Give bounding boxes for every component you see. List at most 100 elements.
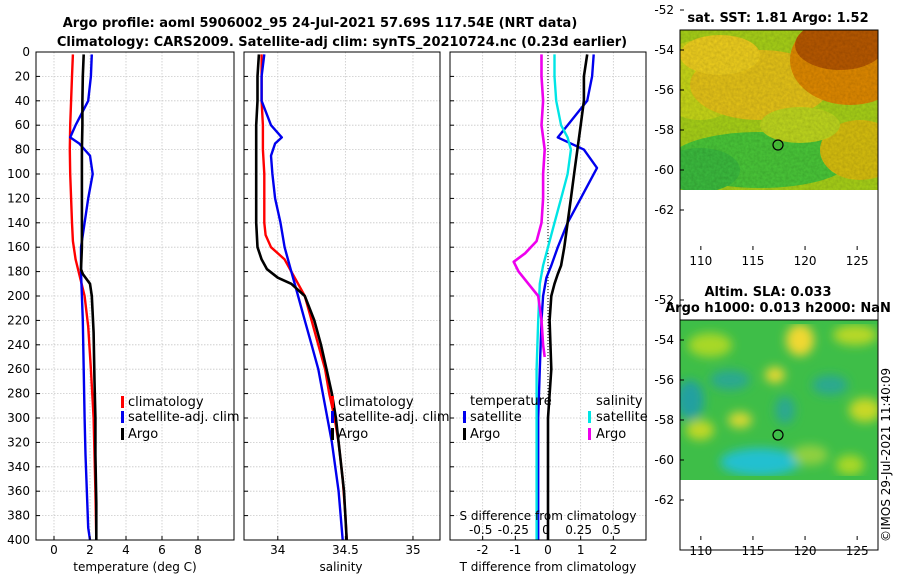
map-y-tick-label: -54 [654,43,674,57]
legend-marker-argo [331,428,334,440]
difference-panel: -2 -1 0 1 2 -0.5 -0.25 0 0.25 0.5 S difference fr… [449,51,648,574]
sst-ticks: 110 115 120 125 -52 -54 -56 -58 -60 -62 [654,3,868,268]
legend-label-sal-satellite: satellite [596,410,648,425]
map-y-tick-label: -52 [654,3,674,17]
sla-blob [786,324,814,356]
series-line-temperature-satellite [537,54,599,540]
map-y-tick-label: -60 [654,163,674,177]
map-x-tick-label: 110 [689,544,712,558]
map-y-tick-label: -58 [654,123,674,137]
legend-label-temp-argo: Argo [470,427,500,442]
title-line-2: Climatology: CARS2009. Satellite-adj cli… [57,35,627,50]
x-tick-label: 2 [86,543,94,557]
y-tick-label: 160 [7,240,30,254]
title-line-1: Argo profile: aoml 5906002_95 24-Jul-202… [63,16,578,31]
legend-label-argo: Argo [128,427,158,442]
map-x-tick-label: 110 [689,254,712,268]
series-line-salinity-argo [512,54,547,358]
y-tick-label: 40 [15,94,30,108]
imos-credit: ©IMOS 29-Jul-2021 11:40:09 [879,368,893,542]
difference-ticks: -2 -1 0 1 2 -0.5 -0.25 0 0.25 0.5 [450,51,621,557]
sla-blob [775,396,795,424]
legend-label-sal-argo: Argo [596,427,626,442]
sla-map-subtitle: Argo h1000: 0.013 h2000: NaN [665,301,891,316]
temperature-grid [36,52,234,540]
y-tick-label: 300 [7,411,30,425]
map-y-tick-label: -62 [654,493,674,507]
y-tick-label: 380 [7,509,30,523]
sst-blob [680,148,740,190]
s-difference-xlabel: S difference from climatology [460,509,637,523]
y-tick-label: 140 [7,216,30,230]
legend-marker-climatology [121,396,124,408]
x2-tick-label: 0 [542,523,550,537]
map-x-tick-label: 115 [741,544,764,558]
x-tick-label: -2 [477,543,489,557]
sst-heatmap [680,30,878,190]
sla-blob [833,325,877,345]
legend-marker-temp-argo [463,428,466,440]
y-tick-label: 260 [7,362,30,376]
sla-axes-box [679,319,879,551]
legend-marker-sal-satellite [588,411,591,423]
legend-marker-satellite [331,411,334,423]
map-x-tick-label: 120 [794,254,817,268]
y-tick-label: 280 [7,387,30,401]
sla-heatmap [680,320,878,480]
temperature-panel: 0204060801001201401601802002202402602803… [7,45,240,574]
salinity-grid [244,52,440,540]
map-y-tick-label: -54 [654,333,674,347]
legend-heading-temperature: temperature [470,394,552,409]
legend-marker-climatology [331,396,334,408]
x-tick-label: 8 [194,543,202,557]
temperature-ticks: 0204060801001201401601802002202402602803… [7,45,202,557]
sla-blob [720,448,800,476]
salinity-ticks: 34 34.5 35 [244,51,421,557]
salinity-xlabel: salinity [319,560,362,574]
legend-heading-salinity: salinity [596,394,643,409]
x-tick-label: 34 [270,543,285,557]
sst-blob [760,107,840,143]
y-tick-label: 220 [7,313,30,327]
y-tick-label: 340 [7,460,30,474]
map-x-tick-label: 125 [846,254,869,268]
legend-label-argo: Argo [338,427,368,442]
x2-tick-label: 0.25 [565,523,592,537]
sla-blob [765,367,785,383]
map-x-tick-label: 120 [794,544,817,558]
temperature-series [68,54,98,541]
map-y-tick-label: -56 [654,373,674,387]
salinity-legend: climatology satellite-adj. clim Argo [331,395,450,442]
sst-map-title: sat. SST: 1.81 Argo: 1.52 [687,11,868,26]
y-tick-label: 360 [7,484,30,498]
x-tick-label: 0 [50,543,58,557]
sla-map-title: Altim. SLA: 0.033 [705,285,832,300]
sla-map: Altim. SLA: 0.033 Argo h1000: 0.013 h200… [654,285,890,558]
y-tick-label: 80 [15,143,30,157]
legend-label-temp-satellite: satellite [470,410,522,425]
difference-legend: temperature satellite Argo salinity sate… [463,394,648,442]
temperature-xlabel: temperature (deg C) [73,560,196,574]
legend-marker-satellite [121,411,124,423]
x-tick-label: 4 [122,543,130,557]
series-line-temperature-argo [546,54,589,540]
difference-series [512,54,599,540]
y-tick-label: 60 [15,118,30,132]
sla-blob [836,455,864,475]
sla-blob [710,370,750,390]
map-x-tick-label: 115 [741,254,764,268]
x-tick-label: 1 [577,543,585,557]
x-tick-label: 34.5 [332,543,359,557]
legend-label-climatology: climatology [338,395,414,410]
legend-marker-sal-argo [588,428,591,440]
temperature-legend: climatology satellite-adj. clim Argo [121,395,240,442]
sla-blob [688,333,732,357]
sst-blob [680,35,760,75]
sst-profile-marker [772,139,784,151]
x-tick-label: 2 [610,543,618,557]
series-line-salinity-satellite [535,54,573,540]
y-tick-label: 100 [7,167,30,181]
sla-blob [849,398,878,422]
legend-label-climatology: climatology [128,395,204,410]
sst-map: sat. SST: 1.81 Argo: 1.52 110 115 120 125 -5… [654,3,879,551]
